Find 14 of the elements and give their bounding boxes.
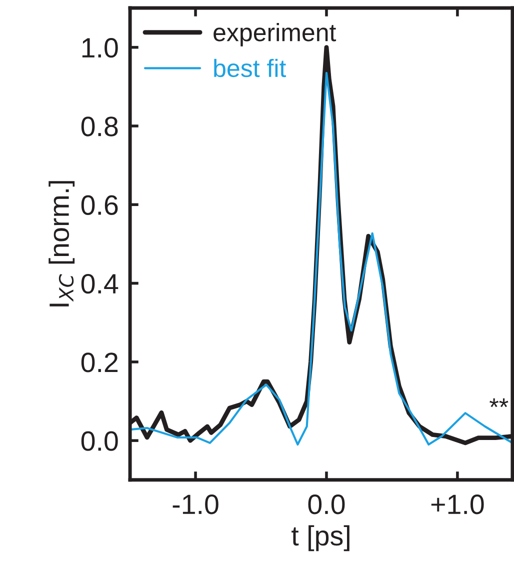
y-tick-label: 1.0 <box>82 38 118 58</box>
y-tick-label: 0.8 <box>81 116 118 136</box>
y-tick-label: 0.4 <box>81 274 118 294</box>
y-tick-label: 0.6 <box>81 195 118 215</box>
x-tick-label: +1.0 <box>431 494 484 514</box>
legend-label: experiment <box>214 23 336 46</box>
y-tick-label: 0.2 <box>81 352 118 372</box>
y-tick-label: 0.0 <box>81 431 118 451</box>
legend-label: best fit <box>214 58 286 78</box>
y-axis-title: I$_{XC}$ [norm.] <box>48 181 75 306</box>
annotation: ** <box>490 398 508 408</box>
x-tick-label: -1.0 <box>172 494 218 514</box>
x-axis-title: t [ps] <box>292 525 350 552</box>
x-tick-label: 0.0 <box>308 494 345 514</box>
